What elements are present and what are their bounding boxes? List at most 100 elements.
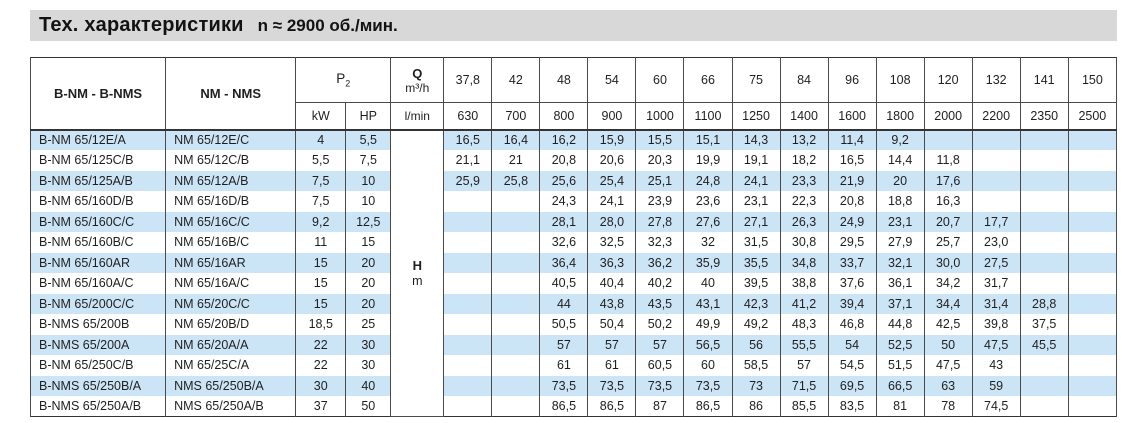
model-nm-cell: NM 65/16C/C xyxy=(165,211,297,232)
table-row: B-NM 65/250C/B NM 65/25C/A 22 30 61 61 60,5 60 5… xyxy=(29,355,1118,376)
table-row: B-NM 65/160C/C NM 65/16C/C 9,2 12,5 28,1 28,0… xyxy=(29,211,1118,232)
model-nm-cell: NM 65/16AR xyxy=(165,252,297,273)
head-value-cell: 20,6 xyxy=(587,150,637,171)
head-value-cell: 23,6 xyxy=(683,191,733,212)
flow-lmin-header-2350: 2350 xyxy=(1019,102,1069,131)
model-bnm-cell: B-NM 65/160D/B xyxy=(29,191,167,212)
table-row: B-NM 65/200C/C NM 65/20C/C 15 20 44 43,8 43,5 4… xyxy=(29,293,1118,314)
head-value-cell: 56 xyxy=(731,334,781,355)
head-value-cell: 14,3 xyxy=(731,129,781,150)
head-value-cell xyxy=(1019,129,1069,150)
head-value-cell: 73,5 xyxy=(539,375,589,396)
flow-m3h-header-150: 150 xyxy=(1067,57,1118,103)
head-value-cell: 50 xyxy=(923,334,973,355)
head-value-cell: 26,3 xyxy=(779,211,829,232)
power-hp-cell: 20 xyxy=(345,273,392,294)
head-value-cell xyxy=(1067,396,1118,417)
model-nm-cell: NMS 65/250B/A xyxy=(165,375,297,396)
head-value-cell xyxy=(443,375,493,396)
head-value-cell: 31,5 xyxy=(731,232,781,253)
head-value-cell xyxy=(1019,375,1069,396)
head-value-cell: 32 xyxy=(683,232,733,253)
model-bnm-cell: B-NM 65/12E/A xyxy=(29,129,167,150)
flow-lmin-header-900: 900 xyxy=(587,102,637,131)
model-bnm-cell: B-NM 65/200C/C xyxy=(29,293,167,314)
head-value-cell: 39,5 xyxy=(731,273,781,294)
head-value-cell xyxy=(491,273,541,294)
head-value-cell: 31,7 xyxy=(971,273,1021,294)
head-value-cell: 42,5 xyxy=(923,314,973,335)
table-row: B-NMS 65/250A/B NMS 65/250A/B 37 50 86,5 86,5… xyxy=(29,396,1118,417)
head-value-cell: 15,5 xyxy=(635,129,685,150)
head-value-cell xyxy=(443,293,493,314)
head-value-cell: 28,8 xyxy=(1019,293,1069,314)
head-value-cell xyxy=(1019,170,1069,191)
head-value-cell xyxy=(1019,396,1069,417)
head-value-cell: 16,3 xyxy=(923,191,973,212)
flow-lmin-header-800: 800 xyxy=(539,102,589,131)
power-hp-cell: 20 xyxy=(345,293,392,314)
head-value-cell: 57 xyxy=(539,334,589,355)
power-kw-cell: 15 xyxy=(295,273,347,294)
head-value-cell: 23,0 xyxy=(971,232,1021,253)
model-nm-cell: NM 65/16A/C xyxy=(165,273,297,294)
head-value-cell: 52,5 xyxy=(875,334,925,355)
head-value-cell: 17,6 xyxy=(923,170,973,191)
table-row: B-NM 65/160B/C NM 65/16B/C 11 15 32,6 32,5 32,… xyxy=(29,232,1118,253)
head-value-cell: 35,5 xyxy=(731,252,781,273)
head-value-cell xyxy=(1067,334,1118,355)
head-value-cell: 27,1 xyxy=(731,211,781,232)
head-value-cell: 86,5 xyxy=(587,396,637,417)
model-bnm-cell: B-NM 65/160AR xyxy=(29,252,167,273)
model-bnm-cell: B-NMS 65/200A xyxy=(29,334,167,355)
head-value-cell: 74,5 xyxy=(971,396,1021,417)
power-kw-cell: 7,5 xyxy=(295,191,347,212)
flow-m3h-header-141: 141 xyxy=(1019,57,1069,103)
head-value-cell: 9,2 xyxy=(875,129,925,150)
head-value-cell: 50,4 xyxy=(587,314,637,335)
model-bnm-cell: B-NM 65/125C/B xyxy=(29,150,167,171)
column-header-lmin: l/min xyxy=(390,102,445,131)
head-value-cell xyxy=(491,334,541,355)
head-value-cell xyxy=(971,150,1021,171)
head-value-cell xyxy=(1067,191,1118,212)
head-value-cell xyxy=(1019,211,1069,232)
model-nm-cell: NM 65/20B/D xyxy=(165,314,297,335)
head-value-cell xyxy=(491,252,541,273)
model-bnm-cell: B-NMS 65/250B/A xyxy=(29,375,167,396)
head-value-cell: 69,5 xyxy=(827,375,877,396)
head-value-cell: 43 xyxy=(971,355,1021,376)
head-value-cell xyxy=(443,232,493,253)
head-value-cell xyxy=(1067,355,1118,376)
head-value-cell: 81 xyxy=(875,396,925,417)
model-nm-cell: NM 65/12C/B xyxy=(165,150,297,171)
head-value-cell: 73,5 xyxy=(635,375,685,396)
head-value-cell: 25,4 xyxy=(587,170,637,191)
flow-m3h-header-42: 42 xyxy=(491,57,541,103)
head-value-cell xyxy=(1019,150,1069,171)
head-value-cell xyxy=(971,129,1021,150)
power-kw-cell: 22 xyxy=(295,355,347,376)
head-value-cell: 23,1 xyxy=(875,211,925,232)
table-header: B-NM - B-NMS NM - NMS P2 Q m³/h 37,8 42 48… xyxy=(29,57,1118,131)
table-row: B-NMS 65/200B NM 65/20B/D 18,5 25 50,5 50,4 50… xyxy=(29,314,1118,335)
head-value-cell: 25,1 xyxy=(635,170,685,191)
head-value-cell xyxy=(1019,232,1069,253)
head-value-cell: 34,8 xyxy=(779,252,829,273)
head-value-cell: 16,4 xyxy=(491,129,541,150)
head-value-cell: 23,1 xyxy=(731,191,781,212)
head-value-cell: 51,5 xyxy=(875,355,925,376)
head-value-cell: 86 xyxy=(731,396,781,417)
head-value-cell: 49,9 xyxy=(683,314,733,335)
h-label: H xyxy=(412,257,422,273)
q-unit-m3h: m³/h xyxy=(405,80,430,95)
head-value-cell: 27,5 xyxy=(971,252,1021,273)
model-nm-cell: NM 65/20C/C xyxy=(165,293,297,314)
head-value-cell: 16,2 xyxy=(539,129,589,150)
flow-m3h-header-37,8: 37,8 xyxy=(443,57,493,103)
head-value-cell: 40,5 xyxy=(539,273,589,294)
head-value-cell: 57 xyxy=(635,334,685,355)
head-value-cell: 60,5 xyxy=(635,355,685,376)
head-value-cell: 18,8 xyxy=(875,191,925,212)
